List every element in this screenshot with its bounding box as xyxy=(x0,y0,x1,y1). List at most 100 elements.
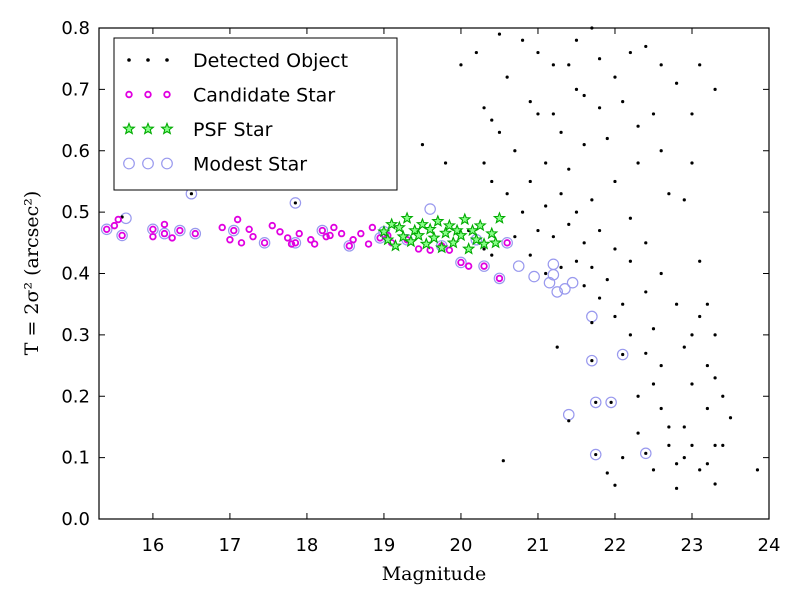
data-point xyxy=(490,179,494,184)
data-point xyxy=(528,100,532,104)
data-point xyxy=(260,239,269,247)
data-point xyxy=(621,456,625,460)
y-tick-label: 0.6 xyxy=(61,141,90,162)
data-point xyxy=(594,452,598,457)
data-point xyxy=(497,130,502,134)
data-point xyxy=(713,376,717,380)
legend: Detected Object Candidate Star PSF Star Mod… xyxy=(113,37,398,191)
data-point xyxy=(567,167,571,171)
data-point xyxy=(651,468,656,472)
data-point xyxy=(442,218,457,232)
data-point xyxy=(458,212,472,226)
legend-marker xyxy=(123,157,135,170)
y-tick-label: 0.8 xyxy=(61,18,90,39)
data-point xyxy=(116,229,128,242)
data-point xyxy=(512,260,525,272)
legend-label: Modest Star xyxy=(193,154,307,176)
data-point xyxy=(667,192,671,196)
data-point xyxy=(597,228,602,233)
data-point xyxy=(690,333,694,337)
data-point xyxy=(233,215,242,224)
data-point xyxy=(621,302,625,306)
data-point xyxy=(160,229,169,238)
data-point xyxy=(755,468,760,472)
data-point xyxy=(551,63,555,67)
data-point xyxy=(357,229,365,238)
y-tick-label: 0.0 xyxy=(61,509,90,530)
series-modest-star xyxy=(100,187,652,461)
data-point xyxy=(493,272,506,285)
data-point xyxy=(628,50,632,55)
data-point xyxy=(227,224,240,237)
data-point xyxy=(705,406,709,411)
legend-item: Detected Object xyxy=(127,50,348,72)
x-tick-label: 22 xyxy=(604,535,627,556)
x-tick-label: 18 xyxy=(295,535,318,556)
data-point xyxy=(674,81,679,85)
data-point xyxy=(659,63,663,67)
data-point xyxy=(443,161,448,165)
data-point xyxy=(160,220,169,229)
data-point xyxy=(613,179,617,184)
data-point xyxy=(559,192,563,196)
data-point xyxy=(582,93,586,98)
legend-marker xyxy=(165,58,169,62)
data-point xyxy=(698,63,702,67)
data-point xyxy=(574,38,579,42)
data-point xyxy=(237,239,246,247)
data-point xyxy=(427,230,441,244)
data-point xyxy=(567,419,571,423)
data-point xyxy=(316,224,329,237)
data-point xyxy=(473,218,487,232)
data-point xyxy=(567,63,571,67)
data-point xyxy=(674,302,679,306)
legend-box xyxy=(113,37,398,191)
data-point xyxy=(705,462,709,466)
data-point xyxy=(168,234,176,242)
data-point xyxy=(528,270,540,283)
data-point xyxy=(420,143,425,147)
data-point xyxy=(435,240,449,254)
data-point xyxy=(189,192,194,196)
data-point xyxy=(326,231,334,240)
legend-marker xyxy=(146,58,150,62)
data-point xyxy=(218,223,226,232)
data-point xyxy=(605,278,609,282)
data-point xyxy=(249,232,257,241)
data-point xyxy=(189,227,202,240)
data-point xyxy=(482,106,486,110)
data-point xyxy=(590,359,594,363)
data-point xyxy=(445,246,454,254)
data-point xyxy=(485,226,499,240)
data-point xyxy=(268,221,276,230)
data-point xyxy=(536,50,540,55)
data-point xyxy=(589,396,602,409)
data-point xyxy=(636,124,640,128)
legend-label: PSF Star xyxy=(193,119,273,141)
data-point xyxy=(330,223,338,232)
data-point xyxy=(520,210,525,214)
data-point xyxy=(381,232,395,246)
data-point xyxy=(100,223,113,236)
data-point xyxy=(698,259,702,263)
data-point xyxy=(616,348,629,361)
x-tick-label: 23 xyxy=(681,535,704,556)
data-point xyxy=(289,237,302,249)
data-point xyxy=(551,286,564,298)
data-point xyxy=(713,333,717,337)
data-point xyxy=(454,228,468,242)
data-point xyxy=(651,327,656,331)
data-point xyxy=(490,118,494,122)
data-point xyxy=(667,443,671,447)
data-point xyxy=(562,408,575,421)
data-point xyxy=(276,228,284,236)
data-point xyxy=(492,211,507,224)
data-point xyxy=(528,179,532,184)
data-point xyxy=(431,214,445,227)
data-point xyxy=(392,220,406,234)
data-point xyxy=(659,406,663,411)
data-point xyxy=(482,247,486,251)
data-point xyxy=(477,237,491,250)
data-point xyxy=(291,239,300,247)
